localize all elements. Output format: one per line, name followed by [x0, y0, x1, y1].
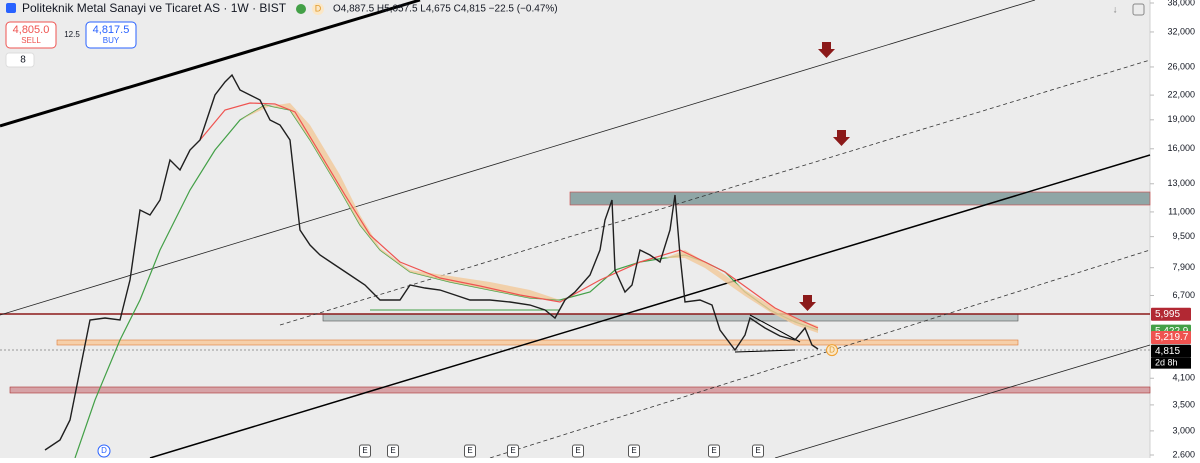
- price-axis-label: 11,000: [1168, 206, 1195, 216]
- event-marker[interactable]: [628, 444, 640, 458]
- event-label: E: [510, 446, 515, 455]
- buy-label: BUY: [103, 36, 120, 45]
- event-label: E: [755, 446, 760, 455]
- buy-button[interactable]: [85, 21, 137, 49]
- arrow-marker: [818, 42, 835, 58]
- scroll-button[interactable]: ↓: [1113, 5, 1118, 16]
- settings-button[interactable]: [1132, 3, 1145, 16]
- support-zone: [322, 313, 1019, 322]
- data-status-label: D: [315, 3, 322, 13]
- drawn-line: [734, 349, 796, 353]
- support-zone: [9, 386, 1151, 394]
- price-tag: [1151, 307, 1191, 321]
- logo: [6, 3, 16, 13]
- price-axis-label: 32,000: [1167, 26, 1195, 36]
- countdown-tag: [1151, 357, 1191, 369]
- ohlc: O4,887.5 H5,057.5 L4,675 C4,815 −22.5 (−…: [333, 4, 558, 15]
- event-marker[interactable]: [752, 444, 764, 458]
- event-marker[interactable]: [507, 444, 519, 458]
- channel-dashed: [489, 249, 1151, 459]
- countdown: 2d 8h: [1155, 358, 1178, 368]
- event-label: E: [362, 446, 367, 455]
- symbol-title[interactable]: Politeknik Metal Sanayi ve Ticaret AS · …: [22, 1, 287, 15]
- event-label: E: [390, 446, 395, 455]
- event-marker[interactable]: [464, 444, 476, 458]
- price-axis-label: 38,000: [1167, 0, 1195, 7]
- arrow-marker: [833, 130, 850, 146]
- price-axis-label: 19,000: [1167, 114, 1195, 124]
- price-axis-label: 22,000: [1167, 89, 1195, 99]
- price-axis-label: 2,600: [1172, 449, 1195, 458]
- buy-price: 4,817.5: [93, 24, 130, 36]
- drawn-line: [749, 314, 801, 343]
- price-axis-label: 7,900: [1172, 262, 1195, 272]
- ma-ribbon: [665, 250, 818, 333]
- price-axis-label: 4,100: [1172, 373, 1195, 383]
- plot-area: [0, 0, 1150, 458]
- price-tag-label: 4,815: [1155, 346, 1180, 357]
- price-axis-label: 3,000: [1172, 425, 1195, 435]
- event-marker[interactable]: [708, 444, 720, 458]
- data-status: [312, 3, 324, 15]
- price-axis-label: 16,000: [1167, 143, 1195, 153]
- resistance-zone: [569, 191, 1151, 206]
- price-axis-label: 9,500: [1172, 231, 1195, 241]
- dividend-marker[interactable]: [826, 344, 838, 357]
- event-marker[interactable]: [359, 444, 371, 458]
- sell-price: 4,805.0: [13, 24, 50, 36]
- event-label: E: [631, 446, 636, 455]
- indicators-toggle[interactable]: [5, 52, 35, 68]
- ma-slow: [199, 102, 819, 329]
- dividend-label: D: [829, 345, 835, 354]
- price-tag-label: 5,219.7: [1155, 332, 1189, 343]
- indicators-count: 8: [20, 55, 26, 66]
- price-path: [44, 73, 819, 451]
- channel-line: [774, 344, 1151, 459]
- market-status: [296, 4, 306, 14]
- price-tag-label: 5,995: [1155, 309, 1180, 320]
- sell-label: SELL: [21, 36, 41, 45]
- price-tag: [1151, 344, 1191, 358]
- price-axis-label: 13,000: [1167, 178, 1195, 188]
- event-label: E: [467, 446, 472, 455]
- event-label: D: [101, 446, 107, 455]
- channel-dashed: [279, 59, 1151, 326]
- event-label: E: [575, 446, 580, 455]
- event-marker[interactable]: [97, 444, 111, 458]
- price-tag: [1151, 331, 1191, 345]
- trend-line: [149, 154, 1151, 459]
- price-axis-label: 3,500: [1172, 399, 1195, 409]
- sell-button[interactable]: [5, 21, 57, 49]
- arrow-marker: [799, 295, 816, 311]
- event-marker[interactable]: [572, 444, 584, 458]
- spread: 12.5: [64, 30, 80, 39]
- event-label: E: [711, 446, 716, 455]
- price-axis-label: 6,700: [1172, 290, 1195, 300]
- channel-line: [0, 0, 1036, 316]
- price-axis-label: 26,000: [1167, 61, 1195, 71]
- trend-line: [0, 0, 421, 128]
- event-marker[interactable]: [387, 444, 399, 458]
